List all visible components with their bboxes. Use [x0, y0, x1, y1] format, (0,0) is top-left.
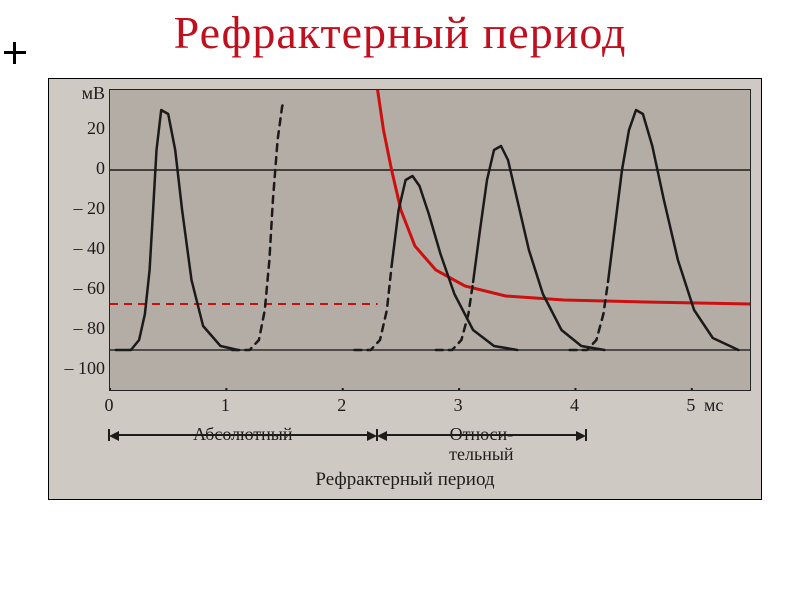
y-tick-label: – 20: [49, 198, 105, 219]
y-tick-label: – 40: [49, 238, 105, 259]
x-tick-label: 4: [564, 395, 584, 416]
chart-caption: Рефрактерный период: [49, 469, 761, 491]
x-axis-unit: мс: [704, 395, 723, 416]
bracket-label-relative-1: Относи-: [421, 424, 541, 445]
y-axis-unit: мВ: [49, 83, 105, 104]
x-tick-label: 2: [332, 395, 352, 416]
bracket-tick: [585, 429, 587, 441]
x-tick-label: 5: [681, 395, 701, 416]
plot-svg: [110, 90, 750, 390]
x-tick-label: 0: [99, 395, 119, 416]
y-tick-label: 20: [49, 118, 105, 139]
y-tick-label: 0: [49, 158, 105, 179]
bracket-label-absolute: Абсолютный: [173, 424, 313, 445]
bracket-label-relative-2: тельный: [421, 444, 541, 465]
bracket-tick: [108, 429, 110, 441]
x-tick-label: 3: [448, 395, 468, 416]
y-tick-label: – 80: [49, 318, 105, 339]
x-tick-label: 1: [215, 395, 235, 416]
y-tick-label: – 60: [49, 278, 105, 299]
page-title: Рефрактерный период: [0, 6, 800, 59]
y-tick-label: – 100: [49, 358, 105, 379]
arrow-left-icon: [375, 429, 389, 443]
chart-frame: мВ 20 0 – 20 – 40 – 60 – 80 – 100 0 1 2 3 4 5 мс Аб…: [48, 78, 762, 500]
plot-area: [109, 89, 751, 391]
